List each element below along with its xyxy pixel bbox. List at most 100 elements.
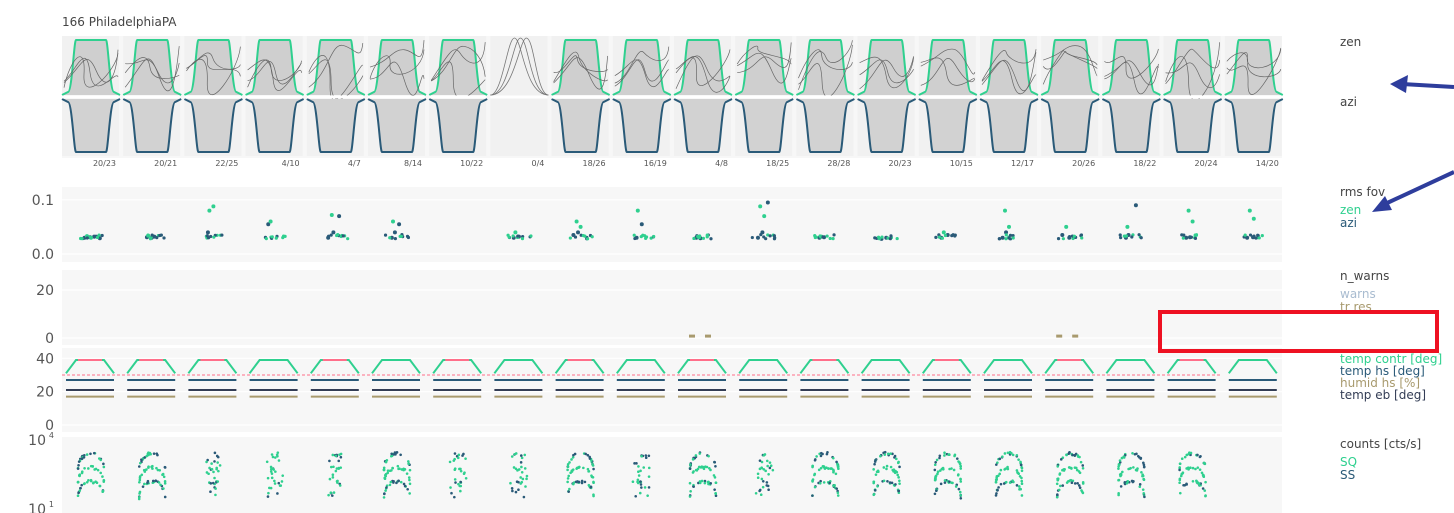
counts-point	[1117, 467, 1120, 470]
azi-area	[1102, 99, 1161, 152]
rms-zen-point	[1186, 208, 1191, 213]
day-profile	[612, 36, 672, 156]
rms-point	[1189, 235, 1194, 239]
counts-point	[269, 470, 273, 473]
counts-point	[714, 481, 718, 485]
counts-point	[756, 472, 760, 476]
counts-point	[943, 451, 946, 455]
counts-point	[763, 453, 767, 456]
rms-point	[149, 235, 153, 240]
zen-curve	[61, 39, 121, 96]
counts-point	[331, 473, 335, 477]
counts-point	[94, 480, 97, 484]
zen-trace	[981, 52, 1037, 91]
counts-point	[392, 453, 396, 456]
rms-point	[828, 236, 832, 241]
day-profile	[306, 36, 366, 156]
counts-point	[514, 490, 518, 494]
counts-point	[874, 473, 878, 476]
counts-point	[76, 467, 80, 470]
counts-point	[833, 484, 836, 487]
counts-point	[872, 492, 876, 496]
day-label: 20/26	[1072, 159, 1095, 168]
counts-point	[388, 483, 392, 487]
counts-point	[158, 469, 162, 472]
counts-point	[1142, 461, 1145, 465]
counts-point	[643, 486, 647, 489]
counts-point	[276, 451, 280, 454]
counts-point	[1073, 482, 1077, 485]
counts-point	[959, 477, 962, 481]
counts-point	[274, 470, 277, 473]
rms-azi-point	[266, 222, 271, 227]
counts-point	[826, 450, 829, 454]
figure-title: 166 PhiladelphiaPA	[62, 15, 177, 29]
counts-point	[384, 489, 387, 492]
counts-point	[1063, 467, 1066, 471]
counts-point	[1138, 483, 1142, 486]
rms-point	[590, 235, 594, 239]
counts-point	[339, 455, 343, 459]
rms-azi-point	[331, 230, 336, 235]
day-label: 28/28	[827, 159, 850, 168]
rms-point	[573, 235, 578, 239]
counts-point	[935, 458, 939, 462]
counts-point	[1079, 460, 1083, 464]
rms-zen-point	[1007, 224, 1011, 229]
counts-point	[959, 496, 963, 500]
rms-point	[632, 233, 636, 237]
rms-point	[568, 236, 572, 240]
counts-point	[1068, 451, 1071, 454]
counts-point	[994, 494, 998, 497]
rms-azi-point	[1133, 203, 1138, 208]
counts-point	[634, 494, 638, 498]
rms-azi-point	[576, 230, 581, 235]
counts-point	[592, 467, 595, 471]
rms-zen-point	[207, 208, 212, 213]
counts-point	[1188, 451, 1191, 454]
rms-azi-point	[337, 214, 342, 219]
counts-point	[1006, 451, 1010, 455]
counts-ytick: 10	[28, 433, 46, 449]
day-label: 12/17	[1011, 159, 1034, 168]
day-label: 20/21	[154, 159, 177, 168]
rms-point	[709, 237, 713, 241]
counts-point	[1117, 478, 1120, 482]
day-label: 18/26	[583, 159, 606, 168]
counts-point	[1056, 477, 1059, 481]
warn-mark	[705, 334, 711, 338]
rms-zen-point	[1251, 216, 1256, 221]
day-label: 16/19	[644, 159, 667, 168]
counts-point	[959, 494, 963, 497]
counts-point	[162, 475, 166, 479]
counts-point	[890, 481, 894, 485]
rms-point	[212, 235, 216, 239]
counts-point	[703, 479, 707, 483]
day-label: 14/20	[1256, 159, 1279, 168]
zen-curve	[673, 39, 733, 96]
counts-point	[813, 485, 817, 489]
counts-point	[1121, 470, 1124, 474]
counts-point	[933, 492, 937, 496]
counts-point	[768, 461, 772, 464]
zen-label: zen	[1340, 35, 1361, 49]
zen-area	[123, 40, 182, 95]
counts-point	[459, 484, 463, 488]
counts-point	[700, 479, 704, 483]
rms-point	[1011, 236, 1015, 240]
zen-trace	[1165, 48, 1220, 84]
rms-point	[326, 234, 331, 238]
counts-point	[138, 480, 141, 484]
counts-point	[1073, 453, 1077, 457]
day-label: 20/23	[889, 159, 912, 168]
counts-point	[883, 453, 887, 456]
zen-curve	[734, 39, 794, 96]
rms-zen-point	[268, 219, 273, 224]
rms-zen-point	[89, 235, 93, 240]
counts-point	[587, 470, 590, 473]
counts-point	[897, 489, 900, 493]
counts-point	[942, 467, 945, 471]
rms-zen-point	[513, 230, 518, 235]
counts-point	[570, 458, 573, 461]
counts-point	[959, 480, 963, 483]
